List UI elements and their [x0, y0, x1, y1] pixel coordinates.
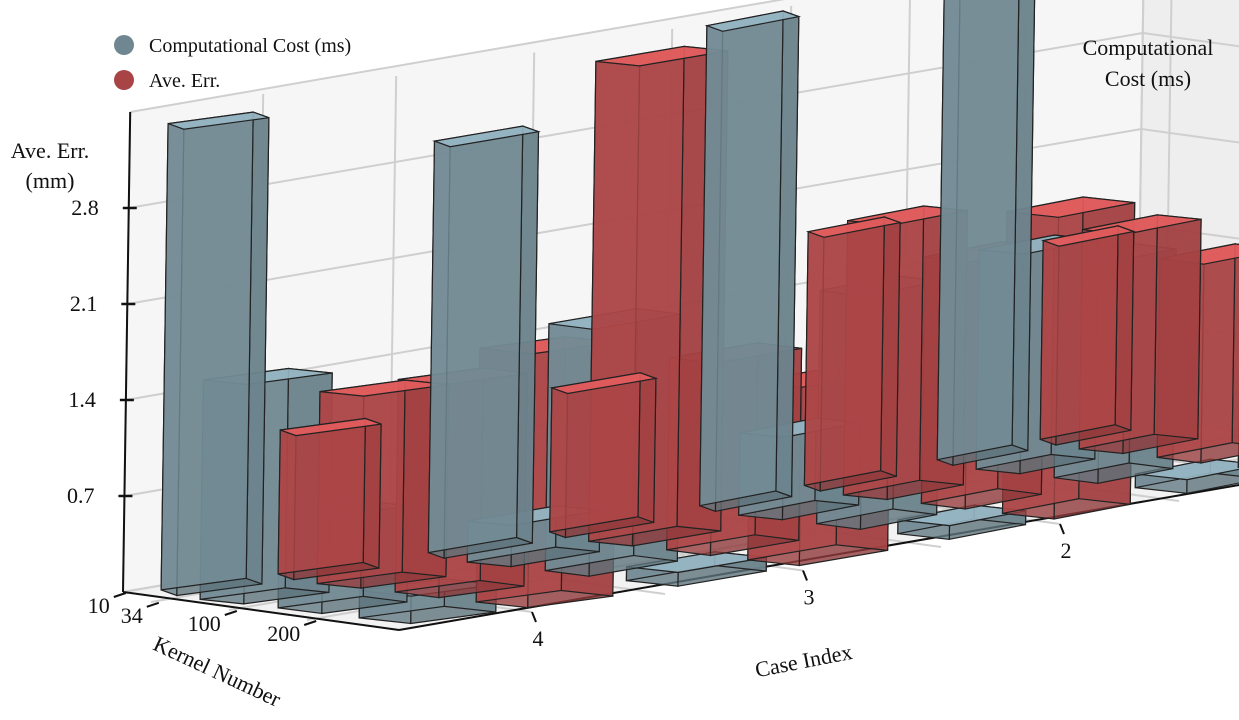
bars	[160, 0, 1239, 625]
bar-err-case-3-kernel-200	[549, 371, 659, 539]
bar-err-case-1-kernel-200	[1039, 225, 1136, 446]
axis-labels: 0.71.42.12.870.0140.0210.0280.0350.04321…	[67, 195, 1072, 651]
kernel-tick-mark	[113, 592, 127, 598]
legend-label-err: Ave. Err.	[149, 70, 220, 92]
bar-err-case-4-kernel-200-right	[362, 417, 382, 569]
bar-cost-case-2-kernel-200-front	[699, 10, 784, 507]
bar-err-case-4-kernel-200	[277, 417, 382, 581]
bar-err-case-4-kernel-200-top	[280, 417, 382, 437]
bar-err-case-1-kernel-200-front	[1039, 225, 1119, 441]
case-tick-mark	[802, 570, 808, 581]
bar-cost-case-3-kernel-200-front	[427, 125, 524, 554]
left-axis-title-line1: Ave. Err.	[11, 138, 89, 163]
bar-cost-case-4-kernel-200	[160, 111, 270, 597]
left-axis-line	[122, 111, 132, 593]
right-axis-title: Computational Cost (ms)	[1083, 35, 1214, 91]
kernel-tick-label: 200	[267, 621, 300, 646]
left-tick-label: 1.4	[68, 387, 96, 412]
kernel-tick-mark	[146, 601, 160, 608]
bar-err-case-1-kernel-200-top	[1040, 225, 1136, 247]
bar-err-case-2-kernel-200-front	[803, 216, 886, 487]
bar-err-case-4-kernel-200-front	[277, 417, 367, 575]
bar-cost-case-3-kernel-200-top	[432, 125, 541, 148]
bar-err-case-3-kernel-200-front	[549, 372, 641, 533]
left-axis-title-line2: (mm)	[26, 168, 75, 193]
grid-line-horizontal	[130, 0, 786, 113]
bar-err-case-1-kernel-100-right	[1153, 214, 1202, 440]
case-tick-label: 2	[1061, 538, 1072, 563]
kernel-tick-label: 10	[88, 593, 110, 618]
grid-line-side	[1141, 128, 1239, 144]
bar-err-case-2-kernel-200-top	[805, 216, 903, 238]
case-tick-label: 4	[533, 626, 544, 651]
case-axis-title: Case Index	[753, 639, 854, 682]
legend: Computational Cost (ms) Ave. Err.	[114, 35, 351, 92]
legend-swatch-cost	[114, 35, 134, 55]
bar-err-case-3-kernel-200-top	[549, 372, 659, 395]
case-tick-label: 3	[804, 585, 815, 610]
bar-cost-case-2-kernel-200	[699, 10, 802, 513]
bar-cost-case-1-kernel-10	[1134, 458, 1239, 495]
bar-cost-case-1-kernel-10-top	[1135, 458, 1239, 481]
right-axis-title-line2: Cost (ms)	[1105, 66, 1191, 91]
legend-swatch-err	[114, 70, 134, 90]
left-tick-label: 0.7	[67, 483, 95, 508]
legend-label-cost: Computational Cost (ms)	[149, 35, 351, 57]
bar-err-case-3-kernel-200-right	[637, 371, 657, 524]
left-axis-title: Ave. Err. (mm)	[11, 138, 89, 193]
bar-err-case-2-kernel-10-top	[1006, 196, 1135, 218]
case-tick-mark	[1059, 523, 1065, 535]
bar-cost-case-2-kernel-200-top	[704, 10, 802, 32]
bar-cost-case-1-kernel-200-front	[936, 0, 1020, 461]
kernel-axis-line	[122, 591, 400, 631]
right-axis-title-line1: Computational	[1083, 35, 1214, 60]
bar-cost-case-3-kernel-200	[427, 125, 541, 560]
kernel-tick-label: 100	[188, 611, 221, 636]
bar-err-case-2-kernel-200	[803, 216, 903, 492]
kernel-tick-mark	[303, 620, 317, 626]
bar-cost-case-1-kernel-200	[936, 0, 1036, 467]
grid-line-side	[1142, 32, 1239, 48]
left-tick-label: 2.8	[71, 195, 99, 220]
left-tick-label: 2.1	[70, 291, 98, 316]
kernel-axis-title: Kernel Number	[150, 631, 286, 712]
kernel-tick-label: 34	[121, 603, 143, 628]
bar-cost-case-4-kernel-200-front	[160, 111, 254, 591]
kernel-tick-mark	[224, 610, 238, 616]
case-tick-mark	[531, 611, 537, 623]
bar-cost-case-4-kernel-200-top	[167, 111, 270, 130]
